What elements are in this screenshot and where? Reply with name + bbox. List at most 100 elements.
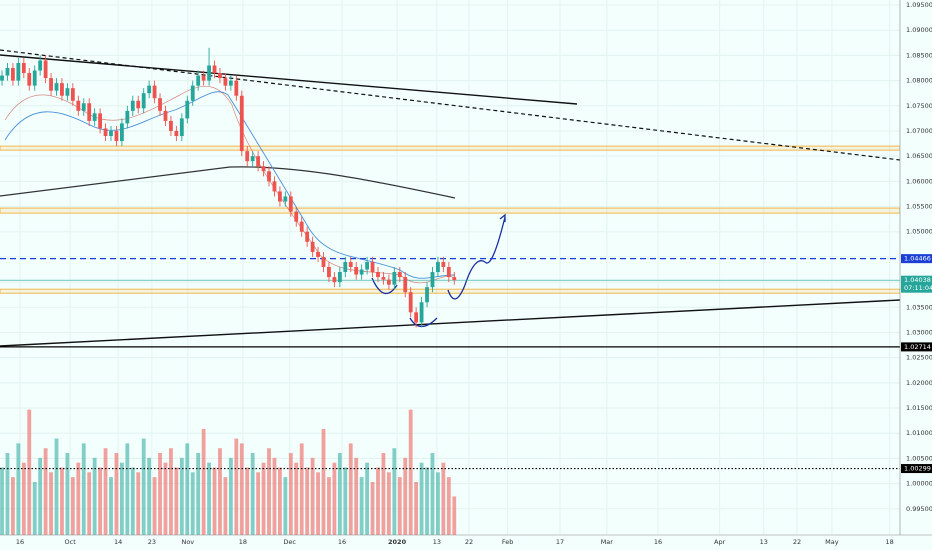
level-label: 1.02714 — [904, 343, 931, 351]
y-tick-label: 1.08000 — [906, 77, 932, 85]
volume-bar — [359, 477, 364, 535]
volume-bar — [278, 467, 282, 535]
y-tick-label: 1.05500 — [906, 203, 932, 211]
volume-bar — [327, 477, 331, 535]
volume-bar — [185, 443, 190, 535]
candle-body — [0, 75, 4, 81]
volume-bar — [163, 462, 168, 535]
volume-bar — [408, 409, 413, 535]
volume-bar — [65, 453, 70, 535]
candle-body — [250, 156, 255, 162]
volume-bar — [70, 477, 75, 535]
candle-body — [169, 120, 173, 131]
candle-body — [446, 266, 451, 278]
volume-bar — [11, 477, 15, 535]
levels — [0, 258, 900, 470]
candle-body — [179, 118, 184, 137]
candle-body — [245, 151, 250, 162]
volume-bar — [223, 477, 228, 535]
projection-arrow — [447, 213, 506, 300]
volume-bar — [403, 457, 408, 535]
candle-body — [212, 65, 217, 74]
volume-bar — [392, 448, 397, 535]
volume-bar — [228, 457, 233, 535]
candle-body — [414, 312, 419, 323]
x-tick-label: 13 — [433, 538, 441, 546]
candle-body — [103, 128, 108, 137]
candle-body — [152, 85, 157, 99]
candle-body — [185, 100, 190, 119]
volume-bar — [239, 443, 244, 535]
level-tag — [901, 464, 932, 474]
y-tick-label: 1.07500 — [906, 102, 932, 110]
volume-bar — [337, 453, 342, 535]
x-tick-label: 14 — [114, 538, 122, 546]
volume-bar — [425, 467, 429, 535]
trendline — [0, 54, 578, 105]
zone — [0, 288, 901, 294]
candle-body — [381, 277, 386, 280]
candle-body — [305, 231, 310, 242]
x-tick-label: Apr — [714, 538, 726, 546]
candle-body — [267, 171, 271, 182]
volume-bar — [92, 457, 97, 535]
candle-body — [288, 196, 293, 212]
x-tick-label: 23 — [148, 538, 156, 546]
volume-bar — [87, 472, 92, 535]
y-tick-label: 0.99500 — [906, 505, 932, 513]
volume-bar — [76, 462, 81, 535]
x-tick-label: 13 — [760, 538, 768, 546]
volume-bar — [294, 462, 299, 535]
candle-body — [92, 113, 97, 121]
volume-bar — [376, 467, 380, 535]
volume-bar — [316, 472, 320, 535]
left-shoulder — [371, 277, 398, 295]
volume-bar — [436, 472, 440, 535]
candle-body — [261, 166, 266, 172]
grid — [0, 0, 900, 535]
volume-pane — [0, 409, 457, 535]
level-tag — [901, 342, 932, 352]
x-tick-label: 2020 — [388, 538, 407, 546]
candle-body — [392, 272, 397, 285]
volume-bar — [365, 462, 370, 535]
volume-bar — [414, 481, 419, 535]
candle-body — [397, 272, 402, 278]
y-tick-label: 1.08500 — [906, 51, 932, 59]
x-tick-label: Oct — [65, 538, 77, 546]
volume-bar — [305, 467, 310, 535]
volume-bar — [272, 457, 277, 535]
candle-body — [32, 70, 37, 86]
candle-body — [65, 88, 70, 96]
candle-body — [11, 68, 15, 81]
candle-body — [354, 266, 359, 275]
volume-bar — [207, 462, 211, 535]
candle-body — [76, 100, 81, 111]
candle-body — [136, 100, 141, 109]
y-tick-label: 1.01500 — [906, 404, 932, 412]
y-tick-label: 1.06500 — [906, 152, 932, 160]
volume-bar — [136, 472, 141, 535]
volume-bar — [441, 462, 446, 535]
last-price-tag — [901, 275, 932, 293]
volume-bar — [430, 453, 435, 535]
y-tick-label: 1.09000 — [906, 26, 932, 34]
candle-body — [49, 78, 53, 91]
candle-body — [228, 80, 233, 86]
volume-bar — [381, 453, 386, 535]
y-tick-label: 1.07000 — [906, 127, 932, 135]
volume-bar — [218, 448, 222, 535]
candle-body — [130, 100, 135, 111]
volume-bar — [114, 453, 119, 535]
volume-bar — [27, 409, 32, 535]
candle-body — [16, 62, 21, 81]
candle-body — [452, 277, 457, 281]
x-tick-label: Dec — [283, 538, 296, 546]
candle-body — [21, 62, 26, 74]
x-tick-label: 16 — [654, 538, 662, 546]
candle-body — [403, 277, 408, 293]
volume-bar — [386, 472, 391, 535]
x-tick-label: 16 — [16, 538, 24, 546]
zone — [0, 145, 901, 151]
volume-bar — [196, 453, 201, 535]
